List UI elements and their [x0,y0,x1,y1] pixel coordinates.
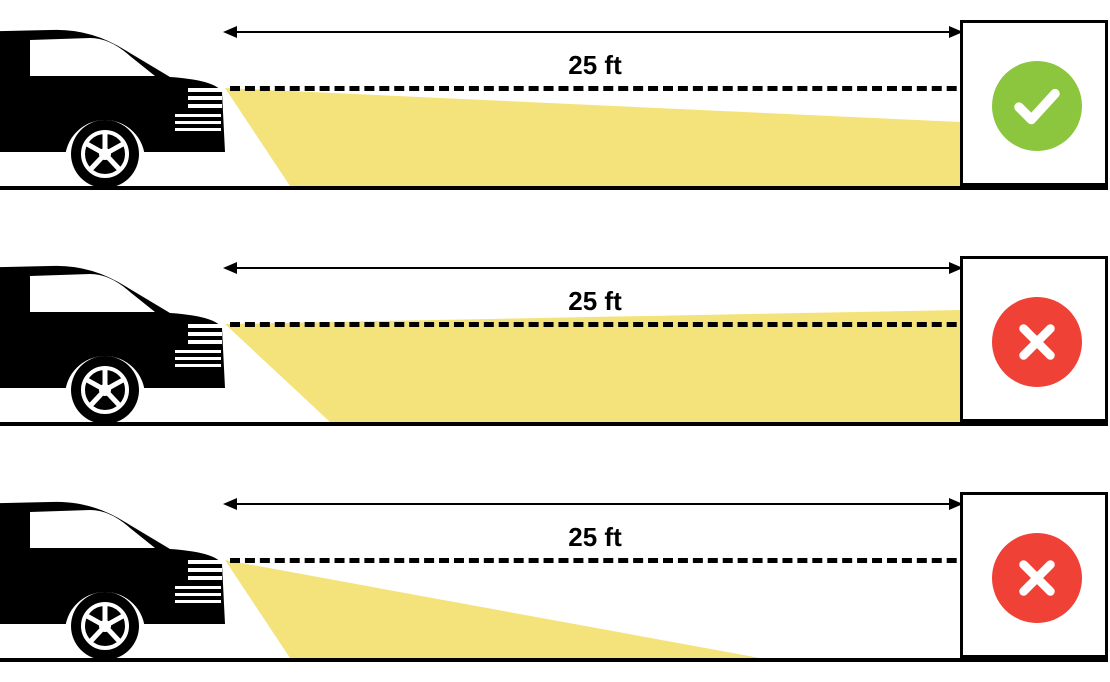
check-icon [1010,79,1064,133]
distance-arrow [223,494,963,514]
distance-arrow [223,22,963,42]
ground-line [0,186,1108,190]
car-silhouette [0,494,260,664]
panel-aim-too-high: 25 ft [0,236,1110,436]
target-wall-box [960,20,1108,186]
status-incorrect-icon [992,533,1082,623]
distance-label: 25 ft [568,522,621,553]
target-wall-box [960,492,1108,658]
status-incorrect-icon [992,297,1082,387]
panel-aim-too-low: 25 ft [0,472,1110,672]
distance-label: 25 ft [568,50,621,81]
ground-line [0,658,1108,662]
distance-label: 25 ft [568,286,621,317]
ground-line [0,422,1108,426]
x-icon [1014,555,1060,601]
status-correct-icon [992,61,1082,151]
car-silhouette [0,22,260,192]
car-silhouette [0,258,260,428]
target-wall-box [960,256,1108,422]
x-icon [1014,319,1060,365]
panel-correct-aim: 25 ft [0,0,1110,200]
distance-arrow [223,258,963,278]
